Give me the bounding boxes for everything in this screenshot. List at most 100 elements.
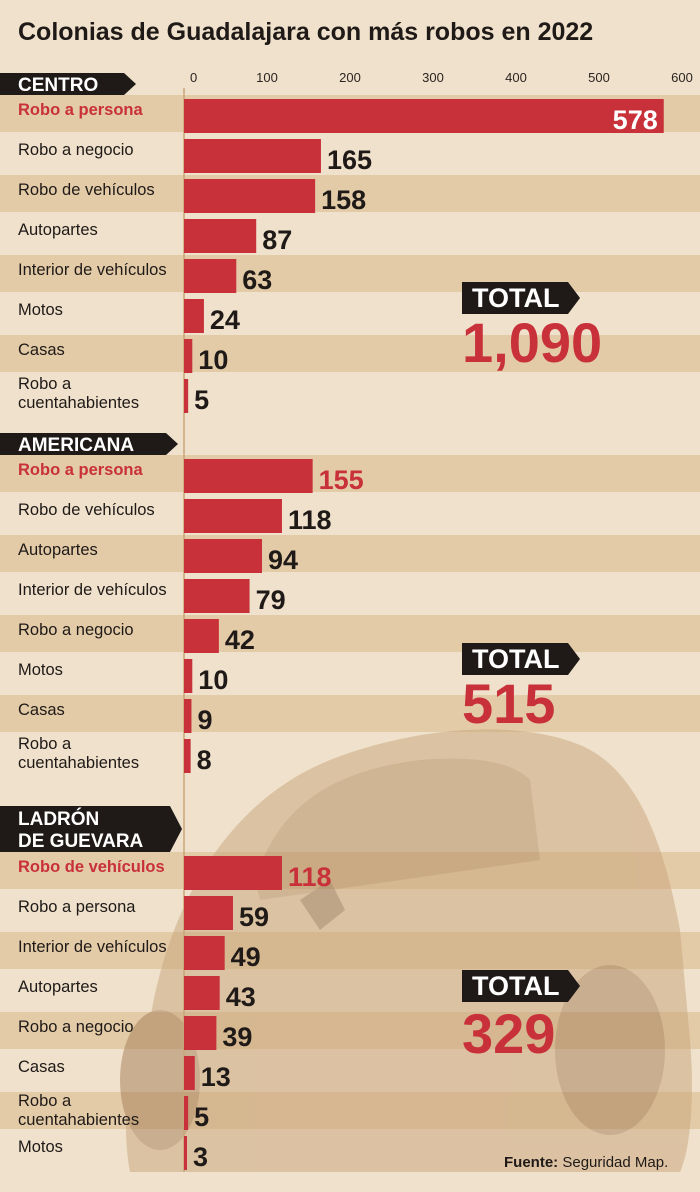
bar [184,179,316,213]
row-band [0,615,700,652]
group: CENTRO Robo a persona 578 Robo a negocio 165… [0,73,664,415]
bar [184,99,664,133]
x-tick-label: 0 [190,70,197,85]
category-label: Robo a negocio [18,621,134,639]
total-value: 329 [462,1002,555,1065]
group: LADRÓN DE GUEVARA Robo de vehículos 118 Robo… [0,806,580,1172]
bar [184,936,225,970]
data-label: 578 [613,105,658,135]
data-label: 8 [197,745,212,775]
data-label: 42 [225,625,255,655]
section-label: LADRÓN DE GUEVARA [18,808,144,852]
data-label: 10 [198,345,228,375]
data-label: 3 [193,1142,208,1172]
x-tick-label: 600 [671,70,693,85]
row-band [0,175,700,212]
bar [184,619,219,653]
x-tick-label: 400 [505,70,527,85]
bar [184,539,263,573]
category-label: Robo a cuentahabientes [18,735,139,772]
category-label: Robo a persona [18,898,136,916]
data-label: 24 [210,305,240,335]
bar [184,739,191,773]
row-band [0,535,700,572]
data-label: 79 [256,585,286,615]
category-label: Robo a persona [18,101,144,119]
total-label: TOTAL [472,644,560,674]
bar [184,379,189,413]
section-label-box [0,433,178,455]
group: AMERICANA Robo a persona 155 Robo de vehícu… [0,433,580,775]
category-label: Motos [18,1138,63,1156]
section-label: AMERICANA [18,435,134,456]
bar [184,896,233,930]
bar [184,1056,195,1090]
x-tick-label: 100 [256,70,278,85]
category-label: Autopartes [18,541,98,559]
category-label: Interior de vehículos [18,261,167,279]
data-label: 5 [194,1102,209,1132]
category-label: Robo a negocio [18,1018,134,1036]
source-text: Seguridad Map. [562,1154,668,1171]
x-tick-label: 200 [339,70,361,85]
bar [184,499,282,533]
category-label: Autopartes [18,978,98,996]
x-tick-label: 300 [422,70,444,85]
data-label: 13 [201,1062,231,1092]
row-band [0,335,700,372]
row-band [0,255,700,292]
data-label: 5 [194,385,209,415]
category-label: Interior de vehículos [18,581,167,599]
category-label: Robo a cuentahabientes [18,375,139,412]
bar [184,659,193,693]
data-label: 87 [262,225,292,255]
bar [184,1016,217,1050]
data-label: 43 [226,982,256,1012]
data-label: 118 [288,505,332,535]
bar [184,579,250,613]
data-label: 39 [222,1022,252,1052]
category-label: Robo de vehículos [18,501,155,519]
bar [184,1136,187,1170]
bar [184,219,257,253]
bar [184,1096,189,1130]
total-value: 1,090 [462,311,602,374]
row-band [0,695,700,732]
section-label-box [0,806,182,852]
data-label: 9 [197,705,212,735]
bar [184,339,193,373]
row-band [0,455,700,492]
bar [184,459,313,493]
car-illustration [120,729,692,1172]
total-label: TOTAL [472,283,560,313]
data-label: 10 [198,665,228,695]
data-label: 63 [242,265,272,295]
source-label: Fuente: [504,1154,558,1171]
section-label: CENTRO [18,75,98,96]
category-label: Robo de vehículos [18,858,165,876]
category-label: Motos [18,301,63,319]
total-label-box [462,970,580,1002]
category-label: Casas [18,341,65,359]
category-label: Casas [18,701,65,719]
total-label-box [462,282,580,314]
data-label: 158 [321,185,366,215]
groups: CENTRO Robo a persona 578 Robo a negocio 165… [0,73,664,1172]
data-label: 165 [327,145,372,175]
category-label: Casas [18,1058,65,1076]
bar [184,259,237,293]
bar [184,699,192,733]
bar [184,976,220,1010]
data-label: 59 [239,902,269,932]
category-label: Autopartes [18,221,98,239]
total-value: 515 [462,672,555,735]
chart-title: Colonias de Guadalajara con más robos en… [18,18,593,46]
category-label: Robo a cuentahabientes [18,1092,139,1129]
source-note: Fuente: Seguridad Map. [504,1154,668,1171]
bar [184,139,321,173]
data-label: 155 [319,465,364,495]
bar [184,299,204,333]
category-label: Motos [18,661,63,679]
category-label: Interior de vehículos [18,938,167,956]
